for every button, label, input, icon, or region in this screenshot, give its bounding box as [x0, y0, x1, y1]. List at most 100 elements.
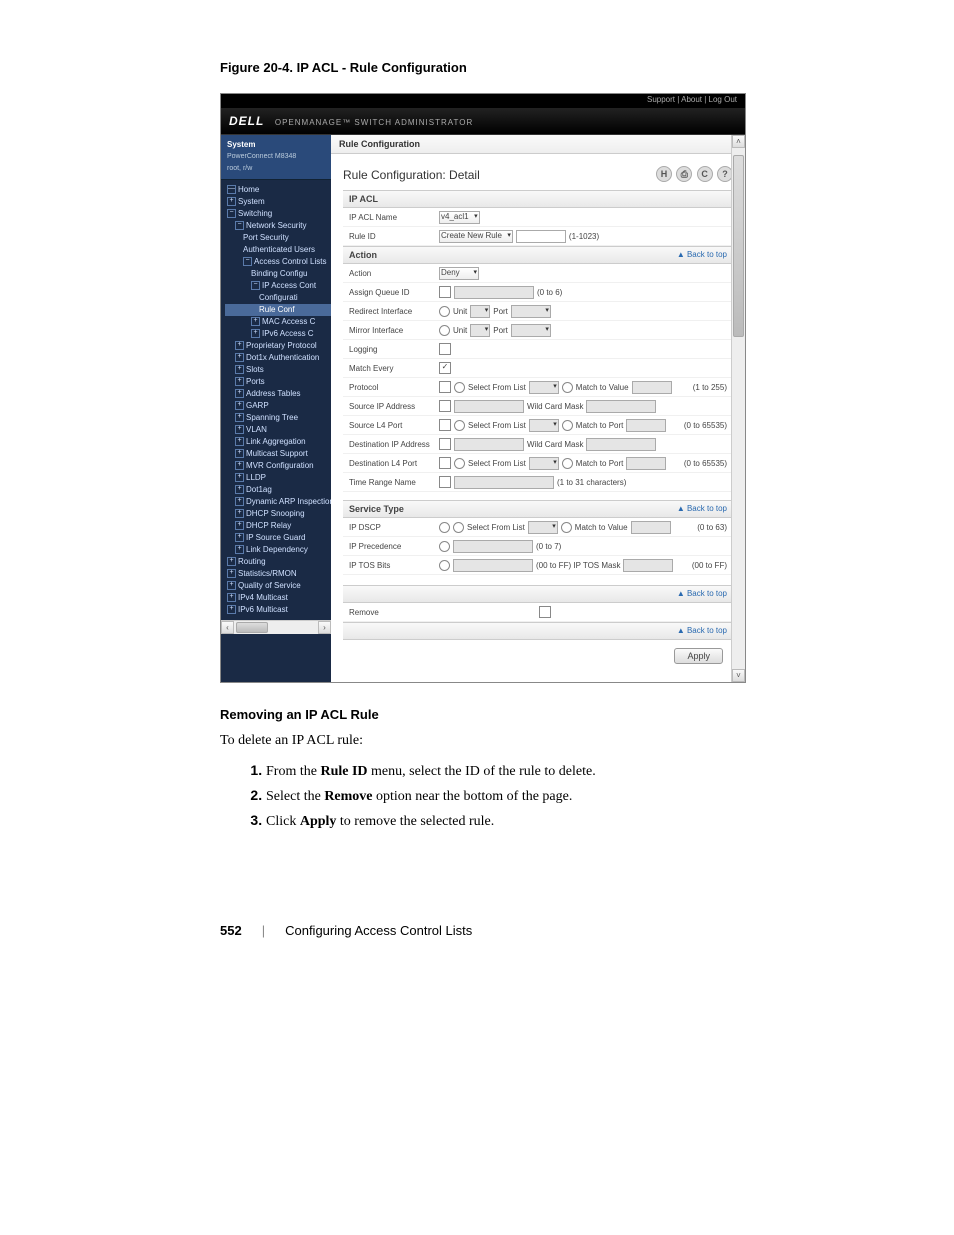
- protocol-select-list-label: Select From List: [468, 383, 526, 392]
- nav-prop-proto[interactable]: +Proprietary Protocol: [225, 340, 331, 352]
- nav-ip-access[interactable]: −IP Access Cont: [225, 280, 331, 292]
- main-vscrollbar[interactable]: ˄ ˅: [731, 135, 745, 682]
- nav-linkagg[interactable]: +Link Aggregation: [225, 436, 331, 448]
- nav-hscrollbar[interactable]: ‹ ›: [221, 620, 331, 634]
- back-to-top-link[interactable]: ▲ Back to top: [677, 250, 727, 259]
- vscroll-thumb[interactable]: [733, 155, 744, 337]
- nav-dot1ag[interactable]: +Dot1ag: [225, 484, 331, 496]
- row-action: Action Deny: [343, 264, 733, 283]
- nav-mvr[interactable]: +MVR Configuration: [225, 460, 331, 472]
- nav-dhcpsnoop[interactable]: +DHCP Snooping: [225, 508, 331, 520]
- src-l4-range: (0 to 65535): [684, 421, 727, 430]
- nav-auth-users[interactable]: Authenticated Users: [225, 244, 331, 256]
- hscroll-left-icon[interactable]: ‹: [221, 621, 234, 634]
- dst-l4-radio-port[interactable]: [562, 458, 573, 469]
- app-title: OPENMANAGE™ SWITCH ADMINISTRATOR: [275, 118, 473, 127]
- remove-check[interactable]: [539, 606, 551, 618]
- hscroll-thumb[interactable]: [236, 622, 268, 633]
- nav-mcast[interactable]: +Multicast Support: [225, 448, 331, 460]
- nav-lldp[interactable]: +LLDP: [225, 472, 331, 484]
- dst-ip-label: Destination IP Address: [349, 440, 439, 449]
- refresh-icon[interactable]: C: [697, 166, 713, 182]
- dst-l4-radio-list[interactable]: [454, 458, 465, 469]
- header-links[interactable]: Support | About | Log Out: [647, 95, 737, 104]
- redirect-radio[interactable]: [439, 306, 450, 317]
- nav-dot1x[interactable]: +Dot1x Authentication: [225, 352, 331, 364]
- ip-dscp-radio-list[interactable]: [453, 522, 464, 533]
- src-l4-check[interactable]: [439, 419, 451, 431]
- nav-dynarp[interactable]: +Dynamic ARP Inspection: [225, 496, 331, 508]
- nav-acl[interactable]: −Access Control Lists: [225, 256, 331, 268]
- nav-network-security[interactable]: −Network Security: [225, 220, 331, 232]
- print-icon[interactable]: ⎙: [676, 166, 692, 182]
- nav-addr-tables[interactable]: +Address Tables: [225, 388, 331, 400]
- nav-sidebar: System PowerConnect M8348 root, r/w —Hom…: [221, 135, 331, 682]
- nav-device-model: PowerConnect M8348: [227, 151, 325, 163]
- redirect-port-select: [511, 305, 551, 318]
- nav-home[interactable]: —Home: [225, 184, 331, 196]
- src-ip-label: Source IP Address: [349, 402, 439, 411]
- nav-slots[interactable]: +Slots: [225, 364, 331, 376]
- page-number: 552: [220, 923, 242, 938]
- nav-ipv6-access[interactable]: +IPv6 Access C: [225, 328, 331, 340]
- rule-id-select[interactable]: Create New Rule: [439, 230, 513, 243]
- dst-l4-select-list-label: Select From List: [468, 459, 526, 468]
- src-l4-radio-port[interactable]: [562, 420, 573, 431]
- hscroll-right-icon[interactable]: ›: [318, 621, 331, 634]
- page-title: Rule Configuration: Detail H ⎙ C ?: [343, 168, 733, 182]
- src-l4-radio-list[interactable]: [454, 420, 465, 431]
- nav-rule-conf-selected[interactable]: Rule Conf: [225, 304, 331, 316]
- match-every-check[interactable]: ✓: [439, 362, 451, 374]
- nav-configuration[interactable]: Configurati: [225, 292, 331, 304]
- rule-id-input[interactable]: [516, 230, 566, 243]
- nav-port-security[interactable]: Port Security: [225, 232, 331, 244]
- assign-queue-check[interactable]: [439, 286, 451, 298]
- nav-spanning[interactable]: +Spanning Tree: [225, 412, 331, 424]
- ip-dscp-match-value-label: Match to Value: [575, 523, 628, 532]
- mirror-radio[interactable]: [439, 325, 450, 336]
- nav-ipsource[interactable]: +IP Source Guard: [225, 532, 331, 544]
- dst-l4-check[interactable]: [439, 457, 451, 469]
- footer-sep: |: [262, 923, 265, 938]
- nav-linkdep[interactable]: +Link Dependency: [225, 544, 331, 556]
- brand-bar: DELL OPENMANAGE™ SWITCH ADMINISTRATOR: [221, 108, 745, 135]
- src-ip-check[interactable]: [439, 400, 451, 412]
- apply-button[interactable]: Apply: [674, 648, 723, 664]
- ip-dscp-radio-value[interactable]: [561, 522, 572, 533]
- protocol-radio-value[interactable]: [562, 382, 573, 393]
- nav-qos[interactable]: +Quality of Service: [225, 580, 331, 592]
- ip-dscp-value-input: [631, 521, 671, 534]
- nav-binding-config[interactable]: Binding Configu: [225, 268, 331, 280]
- nav-ipv4mc[interactable]: +IPv4 Multicast: [225, 592, 331, 604]
- ip-dscp-radio[interactable]: [439, 522, 450, 533]
- save-icon[interactable]: H: [656, 166, 672, 182]
- dst-ip-check[interactable]: [439, 438, 451, 450]
- action-select[interactable]: Deny: [439, 267, 479, 280]
- back-to-top-link-4[interactable]: ▲ Back to top: [677, 626, 727, 635]
- ip-prec-radio[interactable]: [439, 541, 450, 552]
- nav-system[interactable]: +System: [225, 196, 331, 208]
- nav-vlan[interactable]: +VLAN: [225, 424, 331, 436]
- nav-routing[interactable]: +Routing: [225, 556, 331, 568]
- nav-switching[interactable]: −Switching: [225, 208, 331, 220]
- logging-check[interactable]: [439, 343, 451, 355]
- step-3: Click Apply to remove the selected rule.: [266, 809, 904, 834]
- nav-garp[interactable]: +GARP: [225, 400, 331, 412]
- back-to-top-link-3[interactable]: ▲ Back to top: [677, 589, 727, 598]
- nav-mac-access[interactable]: +MAC Access C: [225, 316, 331, 328]
- protocol-radio-list[interactable]: [454, 382, 465, 393]
- ip-prec-label: IP Precedence: [349, 542, 439, 551]
- nav-stats[interactable]: +Statistics/RMON: [225, 568, 331, 580]
- nav-ports[interactable]: +Ports: [225, 376, 331, 388]
- scroll-up-icon[interactable]: ˄: [732, 135, 745, 148]
- ip-tos-radio[interactable]: [439, 560, 450, 571]
- protocol-label: Protocol: [349, 383, 439, 392]
- time-range-check[interactable]: [439, 476, 451, 488]
- back-to-top-link-2[interactable]: ▲ Back to top: [677, 504, 727, 513]
- nav-ipv6mc[interactable]: +IPv6 Multicast: [225, 604, 331, 616]
- scroll-down-icon[interactable]: ˅: [732, 669, 745, 682]
- protocol-check[interactable]: [439, 381, 451, 393]
- ipacl-name-select[interactable]: v4_acl1: [439, 211, 480, 224]
- main-panel: Rule Configuration Rule Configuration: D…: [331, 135, 745, 682]
- nav-dhcprelay[interactable]: +DHCP Relay: [225, 520, 331, 532]
